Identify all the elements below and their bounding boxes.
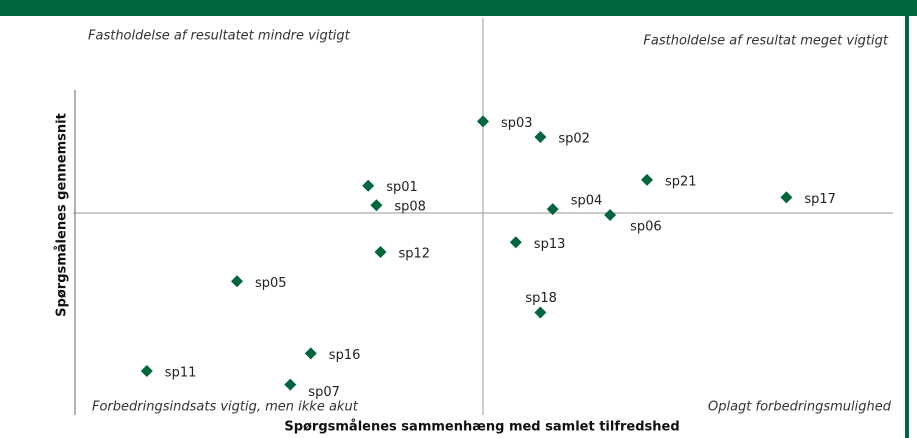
point-label: sp01 bbox=[386, 180, 418, 195]
point bbox=[509, 236, 522, 249]
point-label: sp04 bbox=[571, 194, 603, 209]
point-label: sp13 bbox=[534, 237, 566, 252]
point bbox=[304, 347, 317, 360]
quadrant-note: Fastholdelse af resultatet mindre vigtig… bbox=[88, 29, 351, 44]
point-label: sp11 bbox=[165, 365, 197, 380]
quadrant-note: Oplagt forbedringsmulighed bbox=[708, 400, 892, 415]
point bbox=[546, 203, 559, 216]
quadrant-note: Fastholdelse af resultat meget vigtigt bbox=[643, 34, 888, 49]
point bbox=[477, 115, 489, 128]
point-label: sp02 bbox=[558, 131, 590, 146]
point-label: sp18 bbox=[525, 291, 557, 306]
point-label: sp07 bbox=[308, 385, 340, 400]
point bbox=[604, 208, 617, 221]
point bbox=[362, 179, 375, 192]
point bbox=[370, 199, 383, 212]
point-label: sp17 bbox=[804, 192, 836, 207]
quadrant-note: Forbedringsindsats vigtig, men ikke akut bbox=[92, 400, 359, 415]
point bbox=[780, 191, 793, 204]
point-label: sp21 bbox=[665, 174, 697, 189]
point-label: sp12 bbox=[399, 247, 431, 262]
point-label: sp03 bbox=[501, 116, 533, 131]
point-label: sp08 bbox=[394, 200, 426, 215]
header-bar bbox=[0, 0, 917, 16]
x-axis-title: Spørgsmålenes sammenhæng med samlet tilf… bbox=[284, 420, 679, 435]
point-label: sp05 bbox=[255, 276, 287, 291]
point bbox=[374, 246, 387, 258]
point-label: sp06 bbox=[630, 219, 662, 234]
point bbox=[140, 364, 153, 377]
point bbox=[231, 275, 243, 288]
point bbox=[534, 306, 547, 319]
point-label: sp16 bbox=[329, 348, 361, 363]
point bbox=[284, 378, 297, 391]
point bbox=[641, 173, 653, 186]
y-axis-title: Spørgsmålenes gennemsnit bbox=[55, 113, 70, 317]
point bbox=[534, 130, 547, 143]
frame-right bbox=[905, 0, 909, 438]
